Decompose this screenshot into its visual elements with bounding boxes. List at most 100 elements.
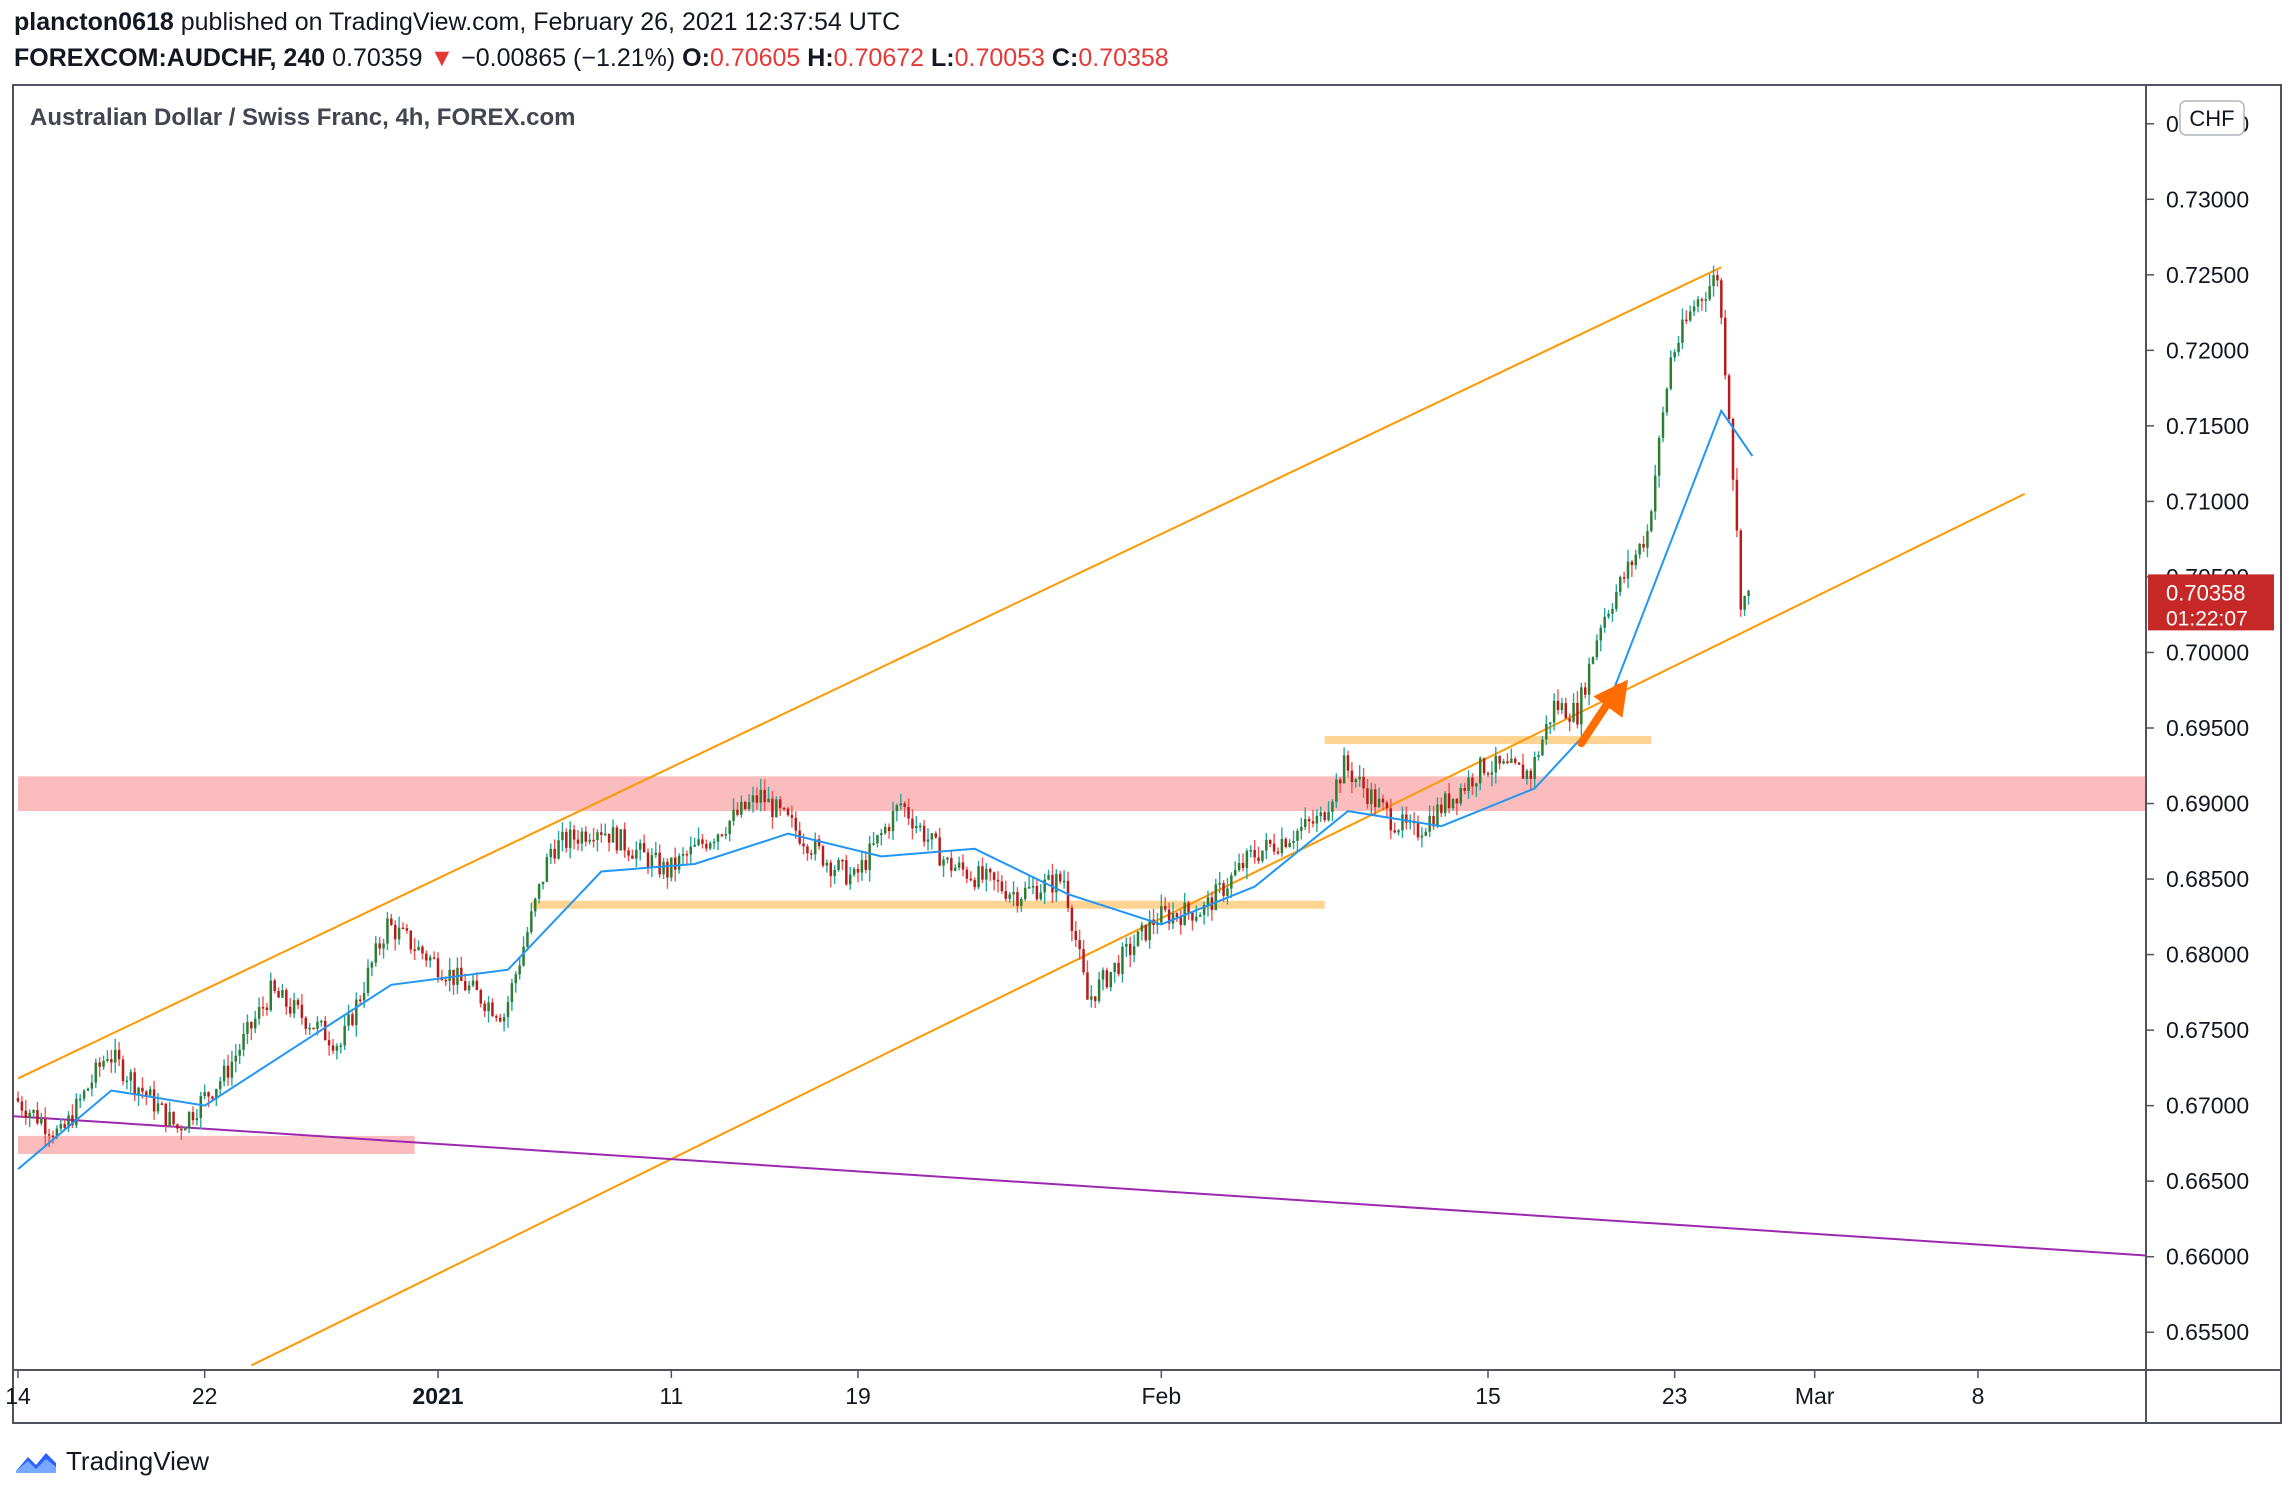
candle-body xyxy=(576,839,580,844)
candle-body xyxy=(1043,879,1046,893)
candle-body xyxy=(1611,608,1614,614)
candle xyxy=(269,972,273,1012)
candle xyxy=(1568,713,1571,732)
price-tick-label: 0.68500 xyxy=(2166,866,2249,892)
candle-body xyxy=(957,862,961,868)
candle xyxy=(607,833,611,852)
candle-body xyxy=(1451,798,1455,809)
channel-upper-line[interactable] xyxy=(17,266,1722,1080)
candle xyxy=(1451,798,1455,811)
candle xyxy=(572,824,576,850)
orange-level-2[interactable] xyxy=(1324,736,1652,745)
candle xyxy=(285,987,288,1015)
candle xyxy=(580,827,584,852)
time-tick-label: 11 xyxy=(659,1383,683,1409)
candle xyxy=(1564,697,1568,719)
channel-lower-line[interactable] xyxy=(250,492,2026,1367)
candle xyxy=(638,839,642,861)
candle xyxy=(1354,778,1358,788)
open-label: O: xyxy=(682,44,710,72)
candle-body xyxy=(292,1000,296,1014)
candle xyxy=(740,795,743,818)
orange-level-1[interactable] xyxy=(531,900,1325,909)
candle xyxy=(1591,656,1595,665)
candle-body xyxy=(300,1004,304,1018)
candle xyxy=(432,951,436,960)
candle-body xyxy=(203,1092,206,1097)
candle xyxy=(133,1067,136,1102)
candle xyxy=(487,996,490,1023)
candle xyxy=(1545,715,1548,745)
price-tick-label: 0.71000 xyxy=(2166,488,2249,514)
candle xyxy=(428,954,432,968)
candle xyxy=(1230,872,1233,898)
candle xyxy=(1747,589,1750,605)
footer-brand[interactable]: TradingView xyxy=(14,1446,209,1477)
candle xyxy=(1486,771,1490,778)
candle-body xyxy=(1051,874,1054,893)
candle-body xyxy=(767,798,770,803)
trend-arrow-head-icon[interactable] xyxy=(1593,679,1628,718)
candle-body xyxy=(697,839,700,845)
candle-body xyxy=(75,1098,78,1126)
candle-body xyxy=(751,795,755,803)
candle xyxy=(401,922,405,930)
candle-body xyxy=(1276,851,1280,854)
candle-body xyxy=(355,999,358,1026)
candle xyxy=(992,871,996,891)
candle-body xyxy=(1284,839,1288,847)
candle xyxy=(1587,657,1591,706)
currency-badge[interactable] xyxy=(2179,100,2245,136)
candle-body xyxy=(386,918,389,944)
candle xyxy=(296,997,300,1010)
candle xyxy=(1191,911,1194,931)
candle-body xyxy=(1230,875,1233,889)
candle xyxy=(576,829,580,851)
candle xyxy=(829,859,833,888)
candle xyxy=(1202,901,1206,925)
candle-body xyxy=(568,829,572,848)
candle-body xyxy=(444,980,448,982)
candle xyxy=(771,790,774,829)
candle-body xyxy=(397,927,401,940)
candle xyxy=(110,1049,113,1073)
candle-body xyxy=(880,833,883,836)
candle xyxy=(1214,878,1218,911)
candle xyxy=(1405,806,1408,830)
candle xyxy=(59,1118,63,1132)
candle xyxy=(533,897,537,917)
candle xyxy=(20,1096,24,1117)
candle-body xyxy=(1401,814,1404,831)
candle-body xyxy=(1622,577,1626,579)
candle xyxy=(1447,783,1451,814)
candle-body xyxy=(1090,996,1093,1000)
username[interactable]: plancton0618 xyxy=(14,8,174,36)
candle xyxy=(603,823,607,837)
candle xyxy=(16,1091,20,1103)
candle-body xyxy=(1743,596,1746,610)
candle-body xyxy=(918,825,922,828)
price-axis: 0.65500 0.66000 0.66500 0.67000 0.67500 0.680… xyxy=(2145,84,2274,1424)
candle xyxy=(950,850,953,878)
candle xyxy=(498,1013,502,1023)
candle xyxy=(308,1022,311,1035)
candle-body xyxy=(1397,830,1400,833)
long-trendline[interactable] xyxy=(14,1115,2165,1257)
price-change: −0.00865 (−1.21%) xyxy=(461,44,676,72)
close-label: C: xyxy=(1051,44,1079,72)
candle xyxy=(1603,607,1606,633)
candle-body xyxy=(1704,299,1708,301)
support-zone[interactable] xyxy=(18,1135,415,1154)
price-tick-label: 0.65500 xyxy=(2166,1319,2249,1345)
candle-body xyxy=(207,1092,210,1097)
candle-body xyxy=(1226,888,1229,896)
candle xyxy=(568,821,572,859)
candle xyxy=(755,787,759,810)
candle-body xyxy=(362,993,366,1001)
candle-body xyxy=(510,983,514,1003)
resistance-zone[interactable] xyxy=(18,776,2146,812)
candle-body xyxy=(183,1128,187,1131)
candle xyxy=(681,847,685,866)
candle xyxy=(887,823,891,839)
